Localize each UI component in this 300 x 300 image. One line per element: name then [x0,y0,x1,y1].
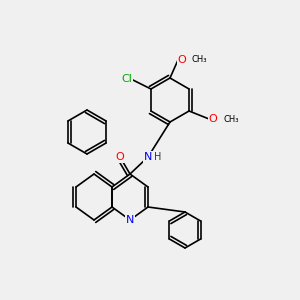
Text: CH₃: CH₃ [223,115,238,124]
Text: H: H [154,152,162,162]
Text: Cl: Cl [122,74,132,84]
Text: O: O [178,55,186,65]
Text: N: N [144,152,152,162]
Text: CH₃: CH₃ [192,56,208,64]
Text: O: O [209,114,218,124]
Text: O: O [116,152,124,162]
Text: N: N [126,215,134,225]
